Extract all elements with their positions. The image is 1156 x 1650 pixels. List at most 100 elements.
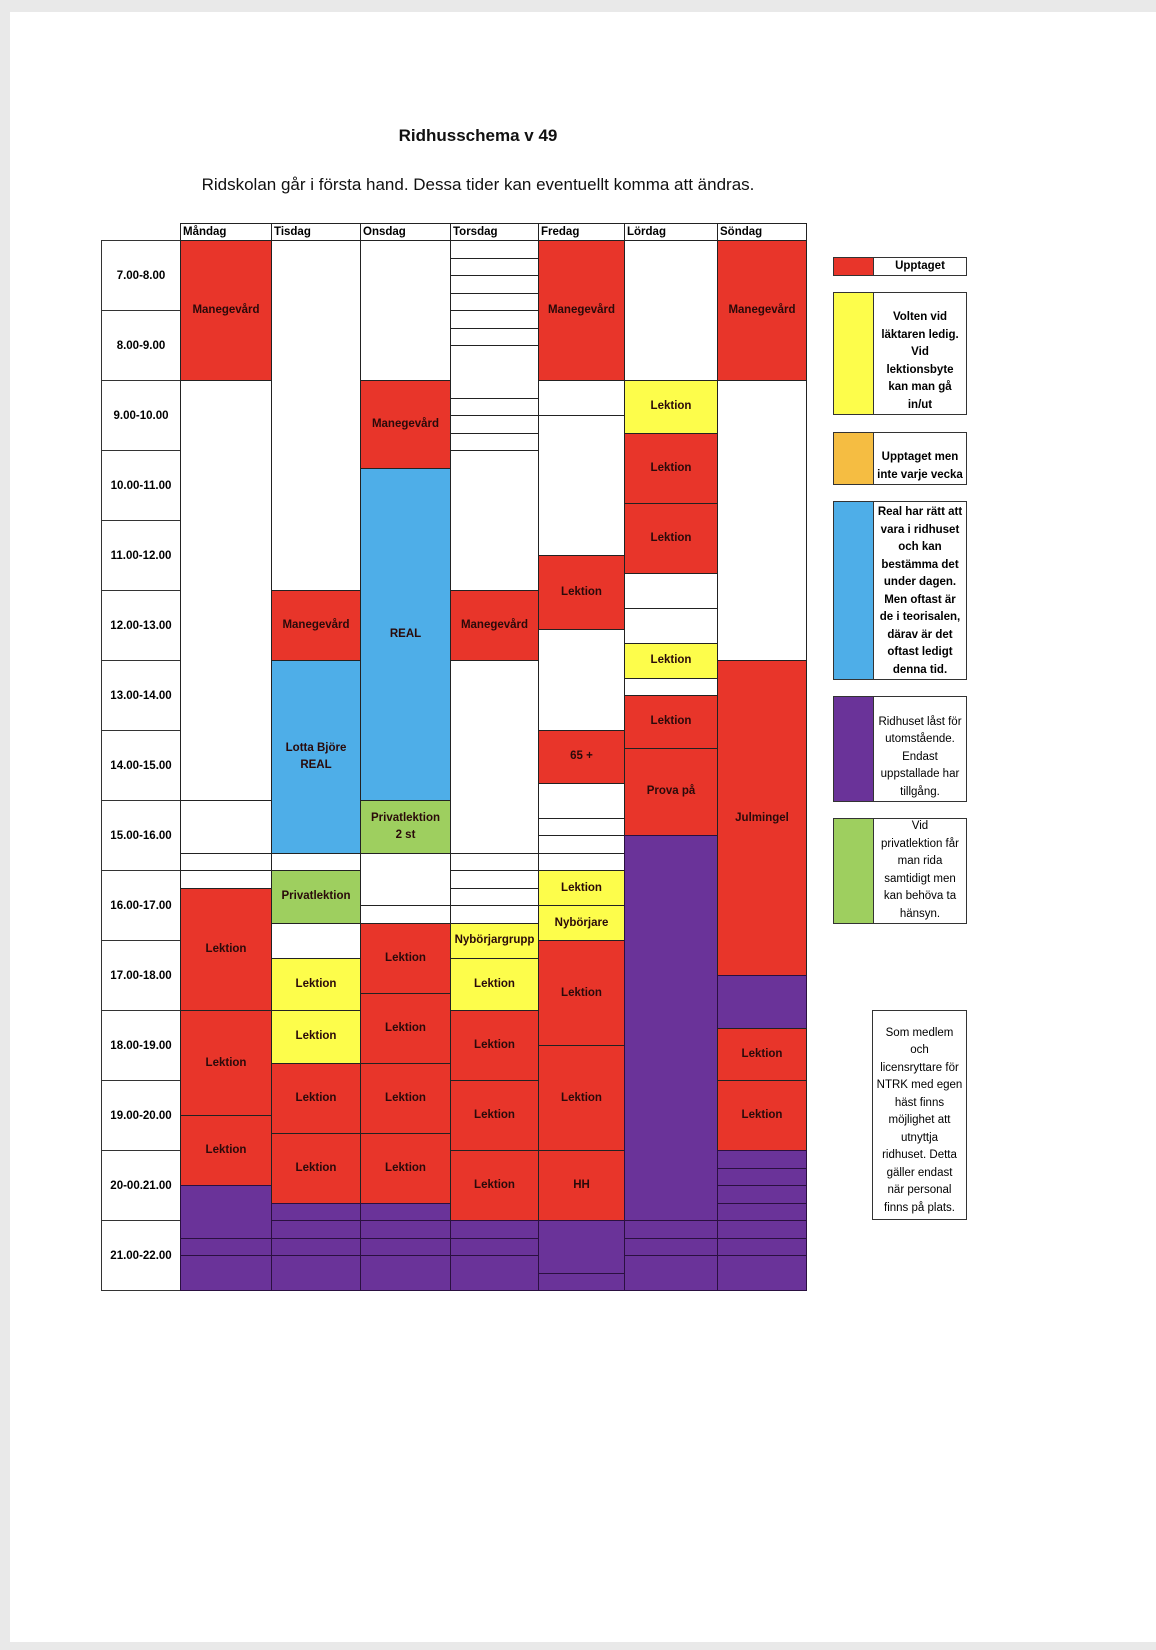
booking-block: 65 + (538, 730, 625, 784)
free-slot (450, 450, 539, 591)
legend-item-green: Vid privatlektion får man rida samtidigt… (833, 818, 967, 924)
legend-item-yellow: Volten vid läktaren ledig. Vid lektionsb… (833, 292, 967, 415)
booking-block: Lektion (538, 940, 625, 1046)
free-slot (450, 415, 539, 434)
booking-block: Privatlektion (271, 870, 361, 924)
booking-block: Lektion (717, 1027, 807, 1081)
booking-block: HH (538, 1150, 625, 1221)
legend-swatch (834, 502, 873, 679)
booking-block: Lektion (538, 1045, 625, 1151)
booking-block: Lektion (624, 380, 718, 434)
booking-block: Nybörjargrupp (450, 922, 539, 959)
time-slot-label: 15.00-16.00 (101, 800, 181, 871)
booking-block: Julmingel (717, 660, 807, 976)
legend-text: Ridhuset låst för utomstående. Endast up… (873, 697, 966, 801)
booking-block (717, 1220, 807, 1239)
booking-block (271, 1237, 361, 1256)
free-slot (180, 870, 272, 889)
time-slot-label: 10.00-11.00 (101, 450, 181, 521)
free-slot (538, 817, 625, 836)
booking-block (717, 1202, 807, 1221)
legend-item-red: Upptaget (833, 257, 967, 276)
legend-text: Real har rätt att vara i ridhuset och ka… (873, 502, 966, 679)
booking-block: Privatlektion 2 st (360, 800, 451, 854)
time-slot-label: 19.00-20.00 (101, 1080, 181, 1151)
time-slot-label: 8.00-9.00 (101, 310, 181, 381)
booking-block (271, 1202, 361, 1221)
time-slot-label: 11.00-12.00 (101, 520, 181, 591)
free-slot (538, 380, 625, 416)
time-slot-label: 20-00.21.00 (101, 1150, 181, 1221)
free-slot (624, 572, 718, 609)
booking-block: Lektion (271, 957, 361, 1011)
free-slot (180, 380, 272, 801)
booking-block (360, 1202, 451, 1221)
free-slot (717, 380, 807, 661)
free-slot (450, 870, 539, 889)
booking-block: Lektion (538, 555, 625, 630)
legend-swatch (834, 433, 873, 484)
booking-block: Lotta Björe REAL (271, 660, 361, 854)
booking-block: Manegevård (180, 240, 272, 381)
booking-block (717, 1185, 807, 1204)
booking-block: Lektion (360, 992, 451, 1064)
legend-item-blue: Real har rätt att vara i ridhuset och ka… (833, 501, 967, 680)
booking-block (717, 975, 807, 1029)
time-slot-label: 21.00-22.00 (101, 1220, 181, 1291)
booking-block (717, 1150, 807, 1169)
booking-block (180, 1255, 272, 1291)
booking-block (360, 1255, 451, 1291)
booking-block (180, 1185, 272, 1239)
legend-swatch (834, 819, 873, 923)
legend-swatch (834, 258, 873, 275)
free-slot (271, 922, 361, 959)
legend-swatch (834, 293, 873, 414)
booking-block (717, 1167, 807, 1186)
booking-block (717, 1237, 807, 1256)
booking-block: Lektion (271, 1062, 361, 1134)
time-slot-label: 14.00-15.00 (101, 730, 181, 801)
free-slot (450, 275, 539, 294)
legend-item-orange: Upptaget men inte varje vecka (833, 432, 967, 485)
free-slot (538, 782, 625, 819)
booking-block: Lektion (624, 642, 718, 679)
legend-item-purple: Ridhuset låst för utomstående. Endast up… (833, 696, 967, 802)
free-slot (450, 905, 539, 924)
time-slot-label: 18.00-19.00 (101, 1010, 181, 1081)
free-slot (538, 852, 625, 871)
free-slot (624, 677, 718, 696)
booking-block (624, 1220, 718, 1239)
booking-block (360, 1220, 451, 1239)
booking-block: Lektion (180, 1115, 272, 1186)
free-slot (450, 660, 539, 854)
legend-text: Vid privatlektion får man rida samtidigt… (873, 819, 966, 923)
member-note: Som medlem och licensryttare för NTRK me… (872, 1010, 967, 1220)
booking-block (450, 1220, 539, 1239)
free-slot (450, 310, 539, 329)
booking-block: Lektion (450, 957, 539, 1011)
page-title: Ridhusschema v 49 (398, 126, 558, 145)
free-slot (360, 905, 451, 924)
page-subtitle: Ridskolan går i första hand. Dessa tider… (201, 175, 755, 194)
booking-block: Lektion (271, 1010, 361, 1064)
free-slot (624, 240, 718, 381)
booking-block (538, 1220, 625, 1274)
free-slot (271, 852, 361, 871)
time-slot-label: 12.00-13.00 (101, 590, 181, 661)
booking-block (450, 1255, 539, 1291)
booking-block: Lektion (450, 1010, 539, 1081)
day-header: Söndag (717, 223, 807, 241)
booking-block (180, 1237, 272, 1256)
legend-swatch (834, 697, 873, 801)
free-slot (538, 415, 625, 556)
time-slot-label: 17.00-18.00 (101, 940, 181, 1011)
booking-block: Lektion (624, 695, 718, 749)
time-slot-label: 7.00-8.00 (101, 240, 181, 311)
day-header: Måndag (180, 223, 272, 241)
booking-block (624, 1237, 718, 1256)
day-header: Fredag (538, 223, 625, 241)
booking-block: Lektion (360, 1132, 451, 1204)
booking-block: Nybörjare (538, 905, 625, 941)
booking-block (360, 1237, 451, 1256)
free-slot (538, 628, 625, 731)
